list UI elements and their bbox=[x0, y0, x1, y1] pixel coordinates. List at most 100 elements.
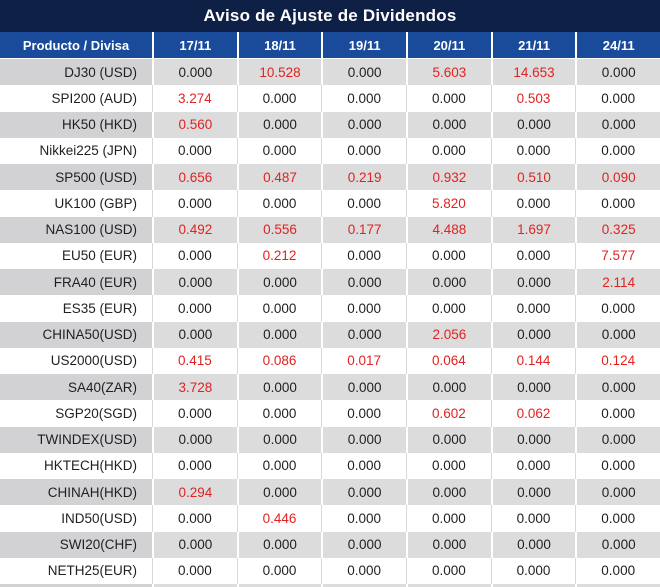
table-row: HKTECH(HKD) 0.000 0.000 0.000 0.000 0.000 0.00… bbox=[0, 452, 660, 479]
product-cell: TWINDEX(USD) bbox=[0, 426, 152, 453]
value-cell: 0.000 bbox=[321, 242, 407, 269]
product-cell: HKTECH(HKD) bbox=[0, 452, 152, 479]
value-cell: 0.000 bbox=[321, 557, 407, 584]
product-cell: SA40(ZAR) bbox=[0, 374, 152, 401]
value-cell: 0.000 bbox=[406, 374, 491, 401]
table-row: FRA40 (EUR) 0.000 0.000 0.000 0.000 0.000 2.11… bbox=[0, 269, 660, 296]
value-cell: 0.000 bbox=[321, 479, 407, 506]
value-cell: 0.000 bbox=[236, 531, 322, 558]
value-cell: 0.000 bbox=[575, 400, 660, 427]
value-cell: 0.000 bbox=[152, 137, 237, 164]
value-cell: 0.000 bbox=[321, 505, 407, 532]
value-cell: 0.000 bbox=[575, 321, 660, 348]
value-cell: 0.000 bbox=[575, 295, 660, 322]
value-cell: 0.000 bbox=[236, 269, 322, 296]
value-cell: 0.064 bbox=[406, 347, 491, 374]
table-row: TWINDEX(USD) 0.000 0.000 0.000 0.000 0.000 0.0… bbox=[0, 426, 660, 453]
column-header-product: Producto / Divisa bbox=[22, 37, 130, 53]
value-cell: 0.000 bbox=[575, 59, 660, 86]
value-cell: 0.000 bbox=[490, 505, 576, 532]
value-cell: 0.000 bbox=[152, 59, 237, 86]
table-row-clipped bbox=[0, 584, 660, 587]
value-cell: 0.000 bbox=[490, 242, 576, 269]
value-cell: 0.000 bbox=[490, 426, 576, 453]
value-cell: 0.000 bbox=[490, 269, 576, 296]
value-cell: 0.000 bbox=[236, 426, 322, 453]
value-cell: 0.656 bbox=[152, 164, 237, 191]
product-cell: FRA40 (EUR) bbox=[0, 269, 152, 296]
value-cell: 0.144 bbox=[490, 347, 576, 374]
value-cell: 0.000 bbox=[490, 452, 576, 479]
table-row: CHINA50(USD) 0.000 0.000 0.000 2.056 0.000 0.0… bbox=[0, 321, 660, 348]
table-row: SA40(ZAR) 3.728 0.000 0.000 0.000 0.000 0.000 bbox=[0, 374, 660, 401]
column-header-date: 21/11 bbox=[490, 32, 576, 58]
value-cell: 0.000 bbox=[406, 85, 491, 112]
value-cell: 0.415 bbox=[152, 347, 237, 374]
value-cell: 0.602 bbox=[406, 400, 491, 427]
table-row: SP500 (USD) 0.656 0.487 0.219 0.932 0.510 0.09… bbox=[0, 164, 660, 191]
value-cell bbox=[575, 584, 660, 587]
value-cell: 0.000 bbox=[490, 531, 576, 558]
value-cell: 0.487 bbox=[236, 164, 322, 191]
value-cell: 0.000 bbox=[321, 59, 407, 86]
value-cell bbox=[152, 584, 237, 587]
value-cell: 0.000 bbox=[490, 321, 576, 348]
table-row: HK50 (HKD) 0.560 0.000 0.000 0.000 0.000 0.000 bbox=[0, 111, 660, 138]
value-cell: 3.274 bbox=[152, 85, 237, 112]
value-cell: 0.000 bbox=[490, 137, 576, 164]
value-cell: 0.000 bbox=[575, 374, 660, 401]
value-cell: 0.000 bbox=[490, 374, 576, 401]
value-cell: 0.000 bbox=[490, 557, 576, 584]
page-title: Aviso de Ajuste de Dividendos bbox=[0, 0, 660, 32]
value-cell: 0.000 bbox=[236, 400, 322, 427]
value-cell: 0.000 bbox=[321, 295, 407, 322]
value-cell bbox=[236, 584, 322, 587]
value-cell: 0.000 bbox=[152, 426, 237, 453]
value-cell: 0.000 bbox=[406, 531, 491, 558]
value-cell: 0.000 bbox=[321, 531, 407, 558]
value-cell: 3.728 bbox=[152, 374, 237, 401]
table-row: DJ30 (USD) 0.000 10.528 0.000 5.603 14.653 0.0… bbox=[0, 59, 660, 86]
value-cell: 0.000 bbox=[406, 479, 491, 506]
value-cell: 0.000 bbox=[490, 111, 576, 138]
product-cell: SP500 (USD) bbox=[0, 164, 152, 191]
column-header-date: 24/11 bbox=[575, 32, 660, 58]
value-cell: 0.000 bbox=[236, 85, 322, 112]
value-cell: 0.000 bbox=[152, 190, 237, 217]
value-cell: 0.000 bbox=[236, 374, 322, 401]
product-cell: Nikkei225 (JPN) bbox=[0, 137, 152, 164]
value-cell: 0.000 bbox=[152, 269, 237, 296]
product-cell: EU50 (EUR) bbox=[0, 242, 152, 269]
value-cell: 0.000 bbox=[236, 479, 322, 506]
value-cell: 0.000 bbox=[321, 374, 407, 401]
value-cell: 0.000 bbox=[406, 137, 491, 164]
value-cell: 0.000 bbox=[575, 426, 660, 453]
value-cell: 0.932 bbox=[406, 164, 491, 191]
value-cell: 0.000 bbox=[575, 190, 660, 217]
value-cell: 0.000 bbox=[321, 426, 407, 453]
value-cell: 0.492 bbox=[152, 216, 237, 243]
value-cell: 0.000 bbox=[490, 479, 576, 506]
table-body: DJ30 (USD) 0.000 10.528 0.000 5.603 14.653 0.0… bbox=[0, 59, 660, 587]
value-cell: 0.560 bbox=[152, 111, 237, 138]
product-cell: SWI20(CHF) bbox=[0, 531, 152, 558]
value-cell: 4.488 bbox=[406, 216, 491, 243]
value-cell: 0.000 bbox=[236, 452, 322, 479]
value-cell: 0.000 bbox=[575, 137, 660, 164]
value-cell: 0.000 bbox=[575, 557, 660, 584]
value-cell: 0.000 bbox=[575, 85, 660, 112]
value-cell: 0.000 bbox=[321, 190, 407, 217]
value-cell: 0.556 bbox=[236, 216, 322, 243]
product-cell: NAS100 (USD) bbox=[0, 216, 152, 243]
value-cell: 0.000 bbox=[152, 321, 237, 348]
product-cell: HK50 (HKD) bbox=[0, 111, 152, 138]
table-row: NAS100 (USD) 0.492 0.556 0.177 4.488 1.697 0.3… bbox=[0, 216, 660, 243]
value-cell: 0.000 bbox=[152, 242, 237, 269]
table-row: Nikkei225 (JPN) 0.000 0.000 0.000 0.000 0.000… bbox=[0, 137, 660, 164]
table-row: US2000(USD) 0.415 0.086 0.017 0.064 0.144 0.12… bbox=[0, 347, 660, 374]
value-cell: 0.000 bbox=[321, 269, 407, 296]
table-row: ES35 (EUR) 0.000 0.000 0.000 0.000 0.000 0.000 bbox=[0, 295, 660, 322]
value-cell: 0.000 bbox=[406, 295, 491, 322]
column-header-date: 18/11 bbox=[236, 32, 322, 58]
value-cell: 0.000 bbox=[236, 190, 322, 217]
